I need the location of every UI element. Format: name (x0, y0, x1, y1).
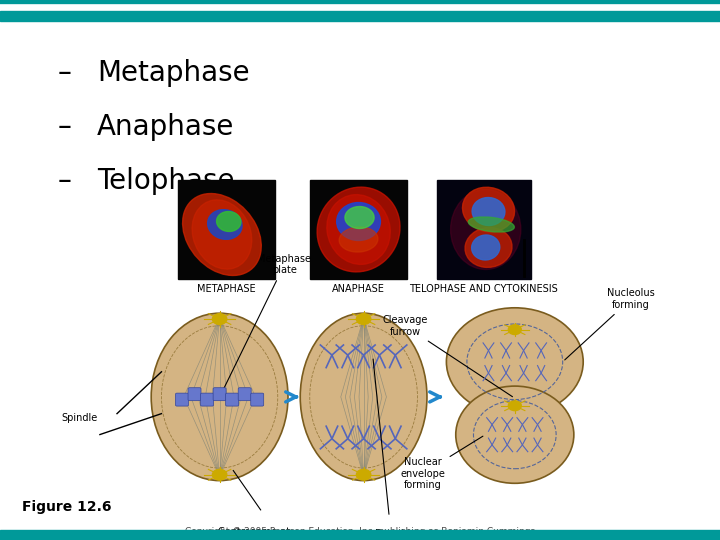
Ellipse shape (472, 198, 505, 226)
Ellipse shape (472, 235, 500, 260)
Text: Centrosome at
one spindle pole: Centrosome at one spindle pole (214, 526, 294, 540)
Bar (437, 179, 531, 280)
Ellipse shape (451, 190, 521, 269)
FancyBboxPatch shape (238, 388, 251, 401)
Ellipse shape (217, 212, 241, 232)
Text: METAPHASE: METAPHASE (197, 284, 256, 294)
Ellipse shape (468, 217, 514, 232)
Circle shape (212, 314, 227, 325)
Text: Metaphase
plate: Metaphase plate (222, 254, 312, 392)
Text: TELOPHASE AND CYTOKINESIS: TELOPHASE AND CYTOKINESIS (410, 284, 558, 294)
Ellipse shape (465, 227, 512, 267)
Bar (179, 179, 275, 280)
Circle shape (212, 469, 227, 480)
Circle shape (508, 325, 521, 334)
Bar (0, 530, 720, 540)
Text: Copyright © 2005 Pearson Education, Inc. publishing as Benjamin Cummings: Copyright © 2005 Pearson Education, Inc.… (185, 526, 535, 536)
Text: ANAPHASE: ANAPHASE (332, 284, 385, 294)
Ellipse shape (300, 313, 427, 481)
Ellipse shape (446, 308, 583, 416)
Text: Anaphase: Anaphase (97, 113, 235, 141)
FancyBboxPatch shape (176, 393, 189, 406)
FancyBboxPatch shape (188, 388, 201, 401)
Ellipse shape (339, 227, 378, 252)
Bar (310, 179, 408, 280)
Ellipse shape (462, 187, 515, 232)
Text: –: – (58, 167, 72, 195)
FancyBboxPatch shape (201, 393, 214, 406)
Text: Metaphase: Metaphase (97, 59, 250, 87)
Ellipse shape (207, 210, 242, 239)
FancyBboxPatch shape (213, 388, 226, 401)
Text: Spindle: Spindle (61, 413, 97, 423)
Ellipse shape (345, 206, 374, 228)
Ellipse shape (337, 202, 380, 240)
Text: Figure 12.6: Figure 12.6 (22, 500, 111, 514)
Text: Daughter
chromosomes: Daughter chromosomes (364, 529, 433, 540)
Ellipse shape (456, 386, 574, 483)
Bar (0, 11, 720, 21)
Text: Nucleolus
forming: Nucleolus forming (564, 288, 655, 360)
Text: Cleavage
furrow: Cleavage furrow (382, 315, 513, 397)
Ellipse shape (317, 187, 400, 272)
Circle shape (356, 469, 371, 480)
Ellipse shape (327, 194, 390, 265)
Ellipse shape (151, 313, 288, 481)
Text: –: – (58, 59, 72, 87)
Circle shape (356, 314, 371, 325)
FancyBboxPatch shape (225, 393, 238, 406)
Text: Nuclear
envelope
forming: Nuclear envelope forming (400, 436, 483, 490)
Ellipse shape (183, 193, 261, 275)
Ellipse shape (192, 200, 252, 269)
Text: –: – (58, 113, 72, 141)
Circle shape (508, 401, 521, 410)
FancyBboxPatch shape (251, 393, 264, 406)
Text: Telophase: Telophase (97, 167, 235, 195)
